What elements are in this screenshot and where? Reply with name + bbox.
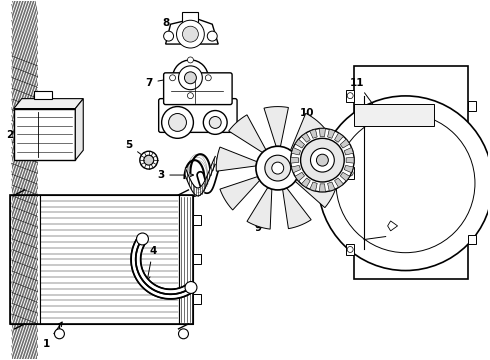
Polygon shape bbox=[340, 172, 350, 181]
Bar bbox=[194, 255, 201, 264]
Polygon shape bbox=[344, 165, 353, 173]
Text: 4: 4 bbox=[146, 247, 156, 280]
Text: 10: 10 bbox=[300, 108, 316, 125]
Circle shape bbox=[205, 75, 211, 81]
Bar bbox=[34, 91, 51, 99]
Polygon shape bbox=[291, 157, 299, 163]
Polygon shape bbox=[328, 129, 335, 138]
Circle shape bbox=[347, 247, 353, 252]
Bar bbox=[354, 66, 468, 279]
Polygon shape bbox=[310, 182, 317, 191]
Polygon shape bbox=[264, 107, 289, 147]
FancyBboxPatch shape bbox=[159, 99, 237, 132]
Circle shape bbox=[317, 154, 328, 166]
Circle shape bbox=[291, 129, 354, 192]
Circle shape bbox=[318, 96, 490, 271]
Circle shape bbox=[54, 329, 64, 339]
Text: 8: 8 bbox=[162, 18, 192, 29]
Bar bbox=[194, 294, 201, 304]
Bar bbox=[346, 167, 354, 179]
Circle shape bbox=[347, 170, 353, 176]
Bar bbox=[346, 243, 354, 255]
Polygon shape bbox=[301, 178, 310, 188]
Polygon shape bbox=[299, 144, 339, 168]
Circle shape bbox=[162, 107, 194, 138]
Polygon shape bbox=[340, 139, 350, 148]
Circle shape bbox=[207, 31, 217, 41]
Circle shape bbox=[272, 162, 284, 174]
Polygon shape bbox=[295, 172, 304, 181]
Polygon shape bbox=[319, 129, 325, 136]
Circle shape bbox=[182, 26, 198, 42]
FancyBboxPatch shape bbox=[164, 73, 232, 105]
Polygon shape bbox=[388, 221, 397, 231]
Polygon shape bbox=[335, 178, 343, 188]
Polygon shape bbox=[310, 129, 317, 138]
Polygon shape bbox=[247, 188, 272, 229]
Polygon shape bbox=[216, 147, 257, 171]
Text: 5: 5 bbox=[125, 140, 146, 158]
Circle shape bbox=[256, 146, 299, 190]
Bar bbox=[40, 195, 178, 324]
Polygon shape bbox=[319, 184, 325, 192]
Polygon shape bbox=[291, 113, 325, 153]
Circle shape bbox=[265, 155, 291, 181]
Bar bbox=[10, 195, 40, 324]
Bar bbox=[194, 215, 201, 225]
Text: 6: 6 bbox=[228, 123, 248, 140]
Circle shape bbox=[188, 57, 194, 63]
Polygon shape bbox=[292, 165, 300, 173]
Polygon shape bbox=[283, 188, 311, 229]
Bar bbox=[468, 235, 476, 244]
Polygon shape bbox=[166, 18, 218, 44]
Polygon shape bbox=[346, 157, 354, 163]
Circle shape bbox=[178, 329, 189, 339]
Polygon shape bbox=[335, 133, 343, 142]
Circle shape bbox=[300, 138, 344, 182]
Circle shape bbox=[144, 155, 154, 165]
Circle shape bbox=[172, 60, 208, 96]
Bar bbox=[14, 109, 75, 160]
Bar bbox=[468, 100, 476, 111]
Polygon shape bbox=[75, 99, 83, 160]
Circle shape bbox=[169, 113, 187, 131]
Circle shape bbox=[140, 151, 158, 169]
Circle shape bbox=[164, 31, 173, 41]
Polygon shape bbox=[292, 148, 300, 155]
Circle shape bbox=[311, 148, 334, 172]
Circle shape bbox=[203, 111, 227, 134]
Circle shape bbox=[176, 20, 204, 48]
Bar bbox=[10, 195, 194, 324]
Circle shape bbox=[137, 233, 148, 245]
Polygon shape bbox=[301, 133, 310, 142]
Text: 1: 1 bbox=[43, 322, 62, 349]
Circle shape bbox=[184, 72, 196, 84]
Text: 9: 9 bbox=[254, 222, 267, 233]
Polygon shape bbox=[295, 139, 304, 148]
Text: 11: 11 bbox=[350, 78, 382, 116]
Circle shape bbox=[178, 66, 202, 90]
Circle shape bbox=[347, 93, 353, 99]
Circle shape bbox=[170, 75, 175, 81]
Polygon shape bbox=[295, 177, 337, 208]
Circle shape bbox=[209, 117, 221, 129]
Polygon shape bbox=[328, 182, 335, 191]
Polygon shape bbox=[229, 115, 266, 153]
Text: 2: 2 bbox=[6, 117, 22, 140]
Circle shape bbox=[188, 93, 194, 99]
Polygon shape bbox=[354, 104, 434, 126]
Polygon shape bbox=[220, 176, 260, 210]
Text: 3: 3 bbox=[157, 170, 194, 180]
Bar bbox=[346, 90, 354, 102]
Bar bbox=[178, 195, 194, 324]
Polygon shape bbox=[344, 148, 353, 155]
Circle shape bbox=[185, 282, 197, 293]
Bar bbox=[182, 12, 198, 24]
Polygon shape bbox=[14, 99, 83, 109]
Text: 7: 7 bbox=[145, 77, 172, 88]
